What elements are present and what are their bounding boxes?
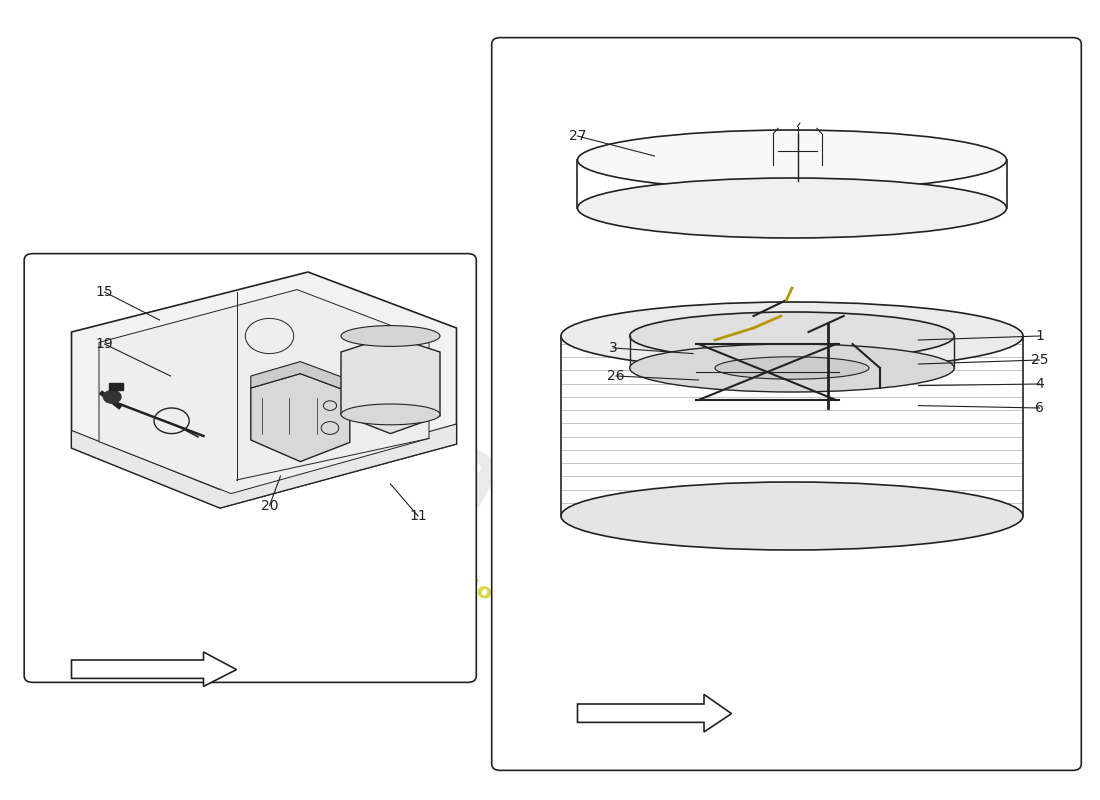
Text: 3: 3	[609, 341, 618, 355]
Polygon shape	[341, 336, 440, 434]
Text: 15: 15	[96, 285, 113, 299]
Text: 1: 1	[1035, 329, 1044, 343]
Ellipse shape	[561, 482, 1023, 550]
Ellipse shape	[561, 302, 1023, 370]
Text: 11: 11	[409, 509, 427, 523]
Text: 27: 27	[569, 129, 586, 143]
Ellipse shape	[578, 178, 1006, 238]
Ellipse shape	[578, 130, 1006, 190]
Text: a passion for parts since 1985: a passion for parts since 1985	[390, 550, 754, 698]
Text: 25: 25	[1031, 353, 1048, 367]
Polygon shape	[251, 374, 350, 462]
Text: 4: 4	[1035, 377, 1044, 391]
Text: eurospares: eurospares	[112, 259, 658, 605]
Polygon shape	[251, 362, 350, 392]
Text: 19: 19	[96, 337, 113, 351]
Text: 26: 26	[607, 369, 625, 383]
Circle shape	[103, 390, 121, 403]
Polygon shape	[72, 424, 456, 508]
Ellipse shape	[341, 326, 440, 346]
Polygon shape	[99, 290, 429, 494]
Polygon shape	[72, 272, 456, 508]
FancyBboxPatch shape	[24, 254, 476, 682]
Text: 20: 20	[261, 498, 278, 513]
Ellipse shape	[629, 312, 955, 360]
Polygon shape	[72, 652, 236, 686]
Polygon shape	[578, 694, 732, 732]
Bar	[109, 383, 123, 390]
Ellipse shape	[629, 344, 955, 392]
FancyBboxPatch shape	[492, 38, 1081, 770]
Ellipse shape	[715, 357, 869, 379]
Ellipse shape	[341, 404, 440, 425]
Text: 6: 6	[1035, 401, 1044, 415]
